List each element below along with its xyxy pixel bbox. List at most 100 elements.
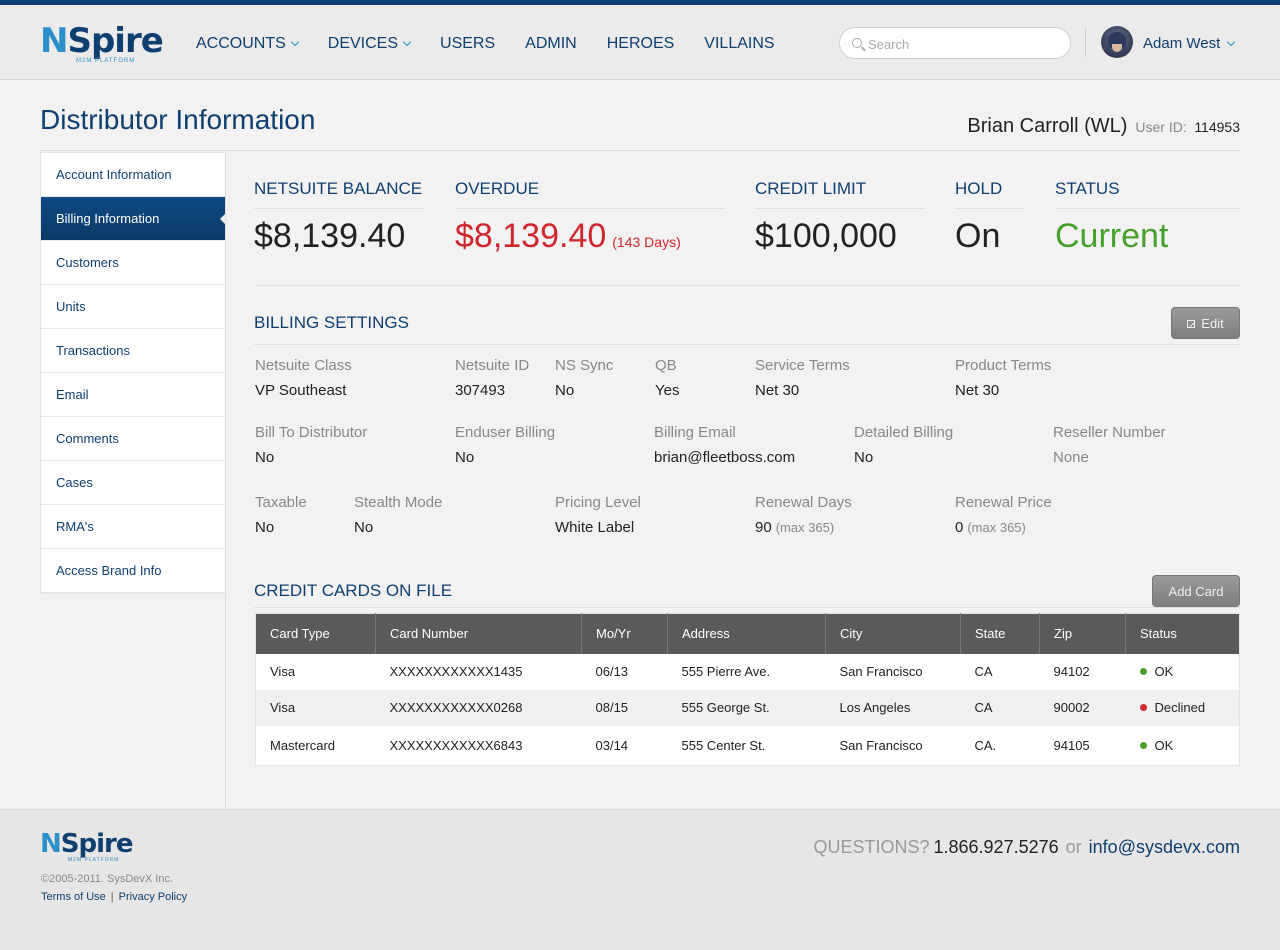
sidebar-item-rmas[interactable]: RMA's: [41, 505, 226, 549]
cell-city: Los Angeles: [825, 689, 961, 726]
link-separator: |: [110, 891, 114, 903]
cell-zip: 94102: [1053, 664, 1090, 679]
field-product-terms: Product Terms Net 30: [955, 357, 1052, 399]
logo-tagline: M2M PLATFORM: [76, 58, 136, 64]
table-header-row: Card Type Card Number Mo/Yr Address City…: [255, 613, 1240, 654]
netsuite-balance: NETSUITE BALANCE $8,139.40: [254, 179, 424, 256]
col-card-number[interactable]: Card Number: [375, 613, 582, 654]
copyright: ©2005-2011. SysDevX Inc.: [41, 873, 174, 885]
top-accent-bar: [0, 0, 1280, 5]
col-mo-yr[interactable]: Mo/Yr: [581, 613, 668, 654]
sidebar: Account Information Billing Information …: [40, 152, 226, 594]
sidebar-item-comments[interactable]: Comments: [41, 417, 226, 461]
billing-settings-title: BILLING SETTINGS: [254, 313, 409, 332]
billing-settings-divider: [254, 344, 1240, 345]
field-billing-email: Billing Email brian@fleetboss.com: [654, 424, 796, 466]
cell-city: San Francisco: [839, 664, 923, 679]
sidebar-item-account-information[interactable]: Account Information: [41, 153, 226, 197]
chevron-down-icon: [402, 37, 412, 47]
page-footer: NSpire M2M PLATFORM ©2005-2011. SysDevX …: [0, 809, 1280, 950]
field-netsuite-class: Netsuite Class VP Southeast: [255, 357, 352, 399]
table-row[interactable]: Visa XXXXXXXXXXXX0268 08/15 555 George S…: [255, 689, 1240, 726]
nav-villains[interactable]: VILLAINS: [704, 35, 775, 52]
cell-card-type: Visa: [255, 689, 376, 726]
footer-logo-tagline: M2M PLATFORM: [68, 857, 120, 863]
hold-value: On: [955, 217, 1001, 255]
col-zip[interactable]: Zip: [1039, 613, 1126, 654]
contact-info: QUESTIONS? 1.866.927.5276 or info@sysdevx…: [813, 837, 1240, 858]
credit-limit-label: CREDIT LIMIT: [755, 179, 925, 209]
privacy-policy-link[interactable]: Privacy Policy: [118, 891, 188, 903]
cell-address: 555 Center St.: [681, 737, 766, 753]
field-stealth-mode: Stealth Mode No: [354, 494, 443, 536]
col-card-type[interactable]: Card Type: [255, 613, 376, 654]
account-status: STATUS Current: [1055, 179, 1240, 256]
page-title: Distributor Information: [40, 104, 316, 135]
sidebar-item-email[interactable]: Email: [41, 373, 226, 417]
footer-logo-wordmark: NSpire: [40, 829, 133, 859]
nav-admin[interactable]: ADMIN: [525, 35, 577, 52]
col-status[interactable]: Status: [1125, 613, 1240, 654]
distributor-identity: Brian Carroll (WL) User ID: 114953: [967, 115, 1240, 138]
search-input[interactable]: [868, 34, 1063, 54]
field-renewal-price: Renewal Price 0 (max 365): [955, 494, 1052, 536]
field-ns-sync: NS Sync No: [555, 357, 614, 399]
table-row[interactable]: Visa XXXXXXXXXXXX1435 06/13 555 Pierre A…: [256, 654, 1240, 690]
add-card-button[interactable]: Add Card: [1152, 575, 1240, 607]
sidebar-item-units[interactable]: Units: [41, 285, 226, 329]
credit-cards-table: Card Type Card Number Mo/Yr Address City…: [255, 613, 1240, 766]
support-email-link[interactable]: info@sysdevx.com: [1088, 837, 1240, 857]
cell-zip: 90002: [1039, 689, 1126, 726]
hold: HOLD On: [955, 179, 1025, 256]
col-address[interactable]: Address: [667, 613, 826, 654]
status-value: Current: [1055, 217, 1169, 255]
sidebar-item-cases[interactable]: Cases: [41, 461, 226, 505]
avatar-icon[interactable]: [1101, 26, 1133, 58]
nspire-logo[interactable]: NSpire M2M PLATFORM: [40, 23, 164, 67]
status-dot-icon: [1139, 741, 1147, 749]
sidebar-item-customers[interactable]: Customers: [41, 241, 226, 285]
nav-users[interactable]: USERS: [440, 35, 496, 52]
sidebar-divider: [225, 152, 226, 809]
user-id-label: User ID:: [1135, 119, 1187, 135]
cell-mo-yr: 08/15: [581, 689, 668, 726]
edit-icon: [1187, 319, 1196, 328]
cell-city: San Francisco: [839, 737, 923, 753]
table-row[interactable]: Mastercard XXXXXXXXXXXX6843 03/14 555 Ce…: [256, 726, 1240, 766]
field-pricing-level: Pricing Level White Label: [555, 494, 641, 536]
cell-state: CA: [974, 664, 993, 679]
credit-cards-divider: [254, 607, 1240, 608]
phone-number: 1.866.927.5276: [933, 837, 1059, 857]
status-dot-icon: [1139, 668, 1147, 676]
edit-button[interactable]: Edit: [1171, 307, 1240, 339]
cell-card-number: XXXXXXXXXXXX0268: [375, 689, 582, 726]
sidebar-item-access-brand-info[interactable]: Access Brand Info: [41, 549, 226, 593]
sidebar-item-billing-information[interactable]: Billing Information: [41, 197, 226, 241]
col-city[interactable]: City: [825, 613, 961, 654]
cell-mo-yr: 03/14: [595, 737, 629, 753]
cell-zip: 94105: [1053, 737, 1090, 753]
sidebar-item-transactions[interactable]: Transactions: [41, 329, 226, 373]
search-icon: [852, 38, 862, 48]
user-menu[interactable]: Adam West: [1143, 35, 1236, 52]
chevron-down-icon: [290, 37, 300, 47]
field-detailed-billing: Detailed Billing No: [854, 424, 954, 466]
nav-accounts[interactable]: ACCOUNTS: [196, 35, 300, 53]
nav-devices[interactable]: DEVICES: [328, 35, 412, 53]
cell-status: OK: [1126, 726, 1240, 766]
cell-status: OK: [1126, 654, 1240, 690]
overdue-value: $8,139.40 (143 Days): [455, 217, 681, 255]
terms-of-use-link[interactable]: Terms of Use: [41, 891, 106, 903]
status-label: STATUS: [1055, 179, 1240, 209]
main-nav: ACCOUNTS DEVICES USERS ADMIN HEROES VILL…: [196, 35, 805, 53]
chevron-down-icon: [1227, 37, 1236, 46]
nav-heroes[interactable]: HEROES: [606, 35, 675, 52]
cell-card-type: Mastercard: [270, 737, 336, 753]
contact-or: or: [1065, 837, 1082, 857]
cell-state: CA.: [974, 737, 997, 753]
header-divider: [1085, 27, 1086, 57]
credit-limit-value: $100,000: [755, 217, 897, 255]
col-state[interactable]: State: [960, 613, 1040, 654]
field-renewal-days: Renewal Days 90 (max 365): [755, 494, 852, 536]
distributor-name: Brian Carroll (WL): [967, 115, 1128, 137]
